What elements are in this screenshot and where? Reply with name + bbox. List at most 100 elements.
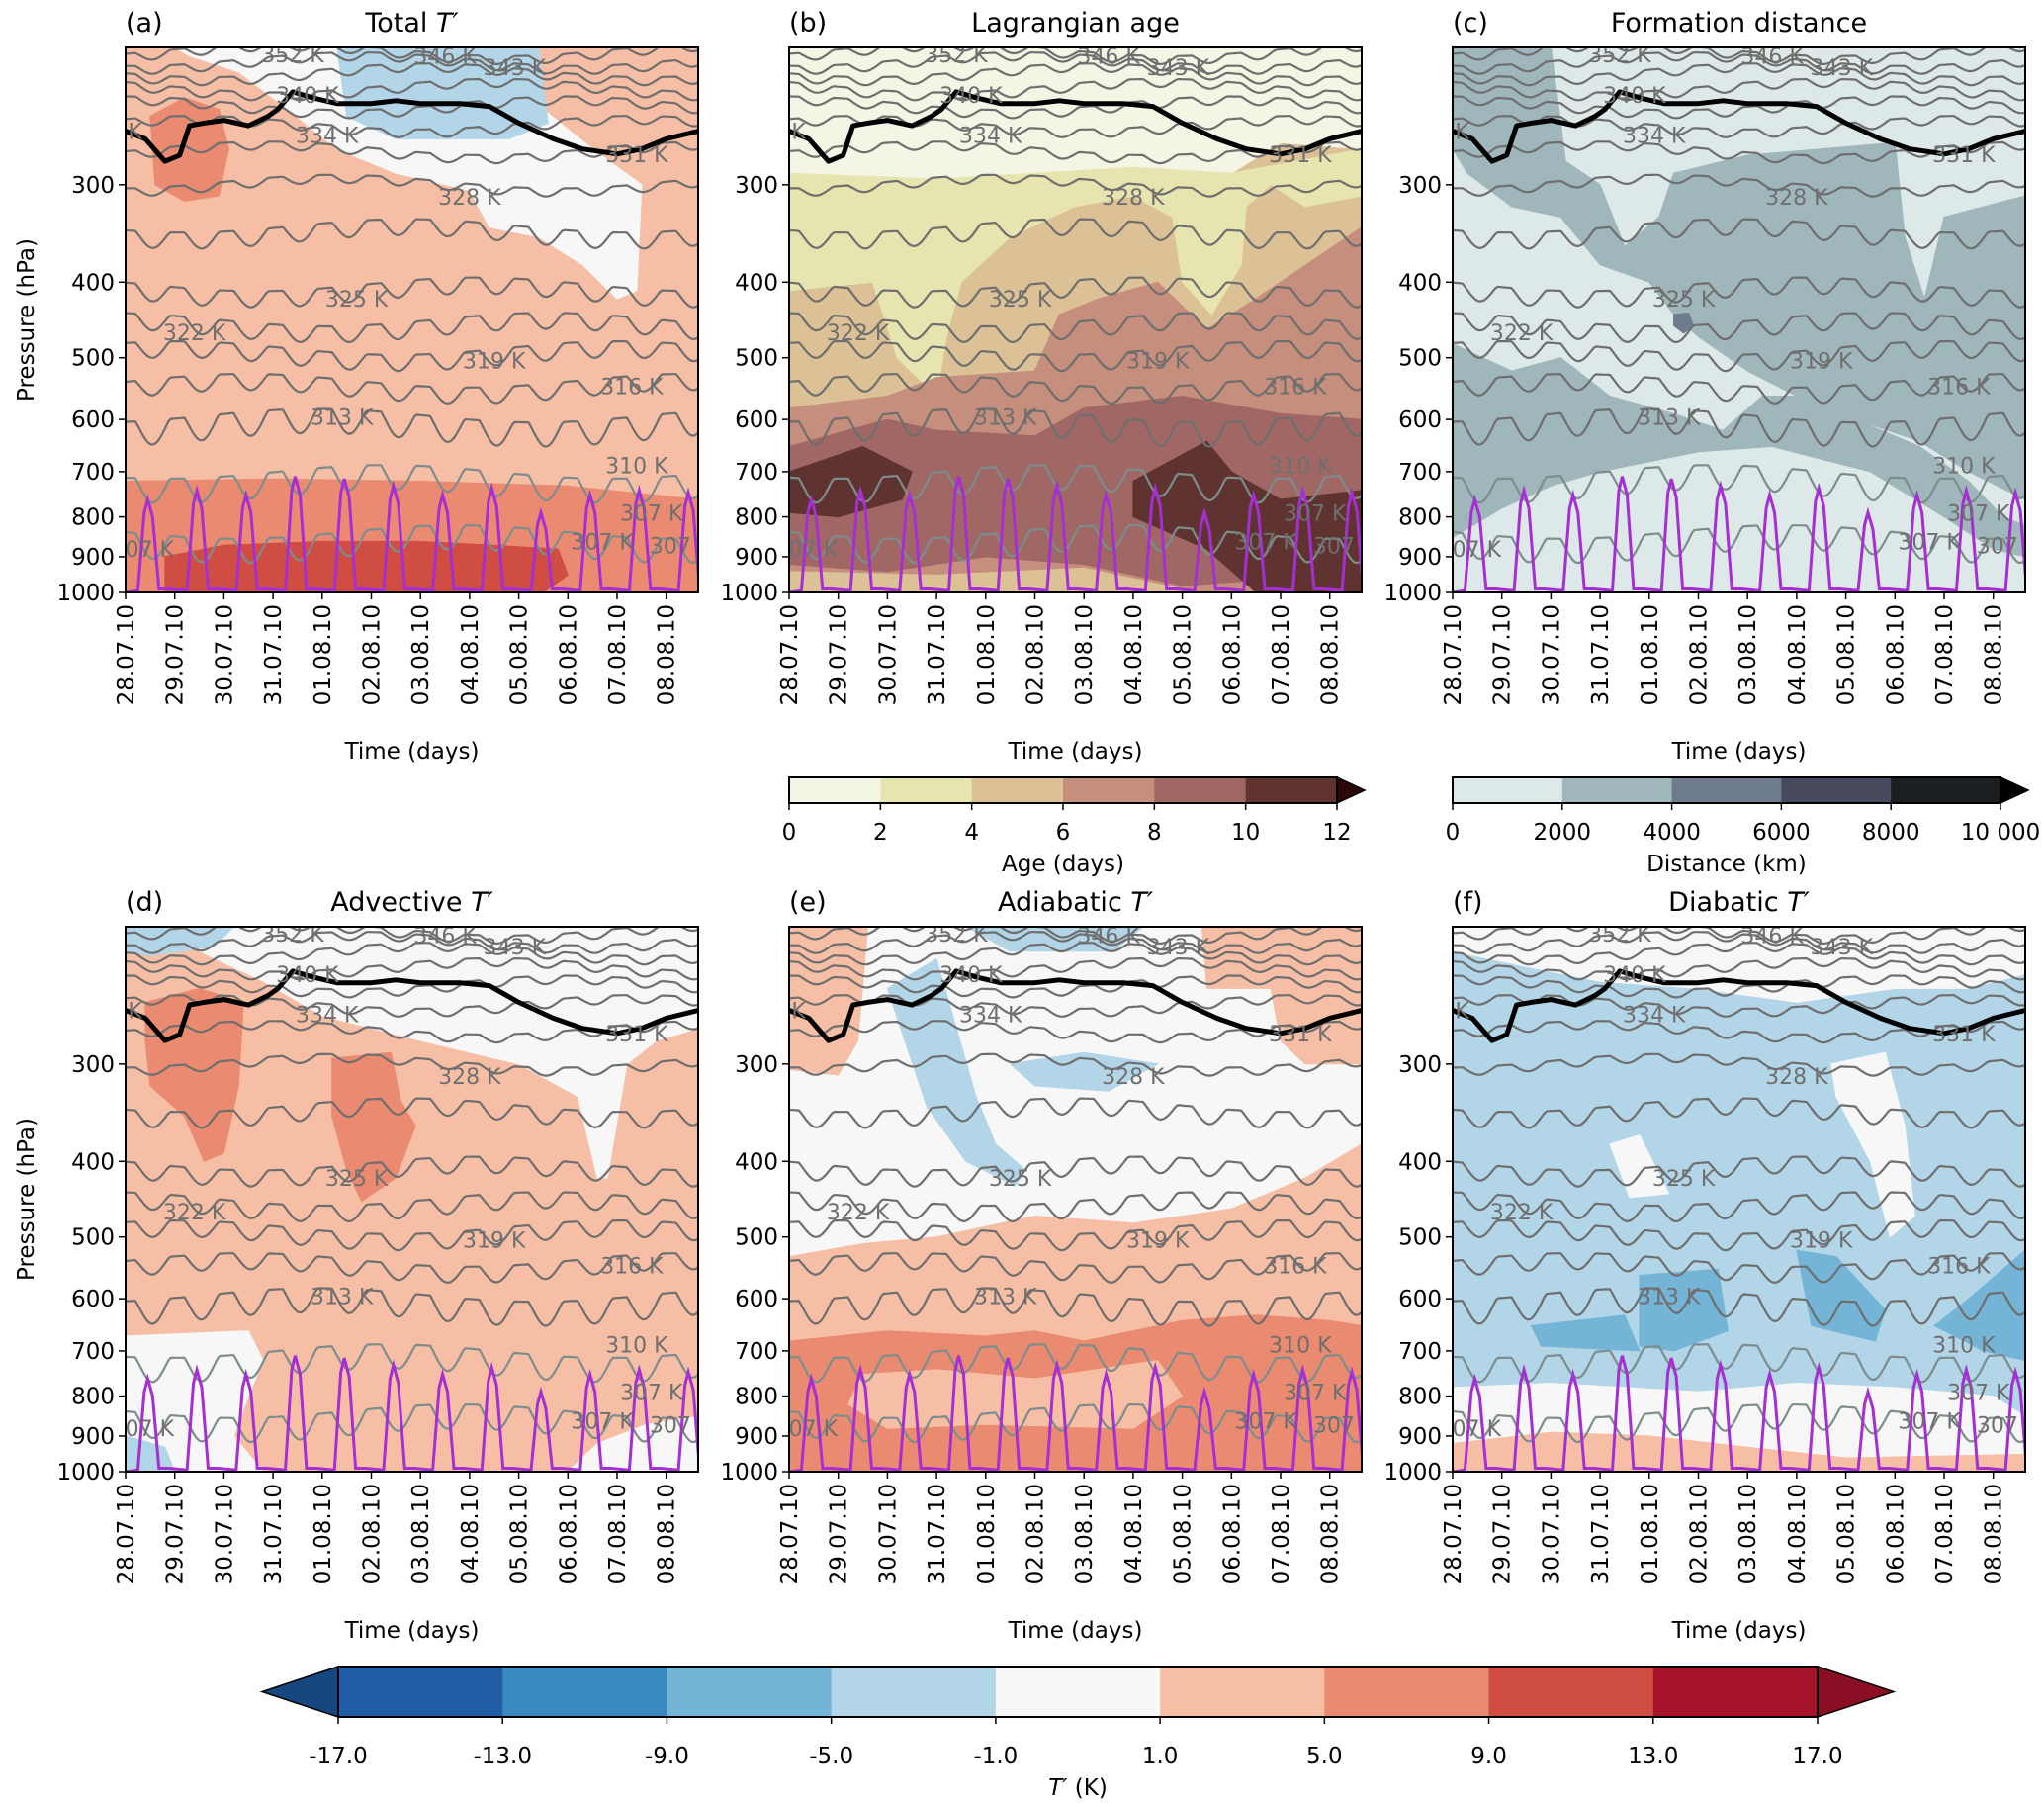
- x-tick-label: 08.08.10: [1982, 604, 2007, 705]
- tropopause-line: [1453, 89, 2025, 164]
- isentrope-label: 334 K: [296, 1004, 359, 1029]
- isentrope-label: 352 K: [261, 923, 324, 947]
- isentrope-line: [1453, 1155, 2025, 1188]
- colorbar-swatch: [1891, 777, 2001, 803]
- isentrope-line: [1453, 1402, 2025, 1444]
- isentrope-label: 331 K: [1932, 143, 1996, 168]
- isentrope-line: [126, 1052, 698, 1077]
- isentrope-line: [126, 115, 698, 138]
- contour-region: [789, 927, 869, 1076]
- colorbar-tick-label: 8000: [1862, 820, 1920, 846]
- isentrope-label: 319 K: [1790, 1228, 1853, 1253]
- isentrope-label: 307 K: [650, 534, 713, 559]
- panel-label: (a): [126, 8, 163, 39]
- x-tick-label: 28.07.10: [114, 1484, 139, 1584]
- colorbar-swatch: [502, 1667, 667, 1717]
- isentrope-label: 313 K: [311, 1285, 374, 1309]
- isentrope-label: 328 K: [1765, 1065, 1828, 1090]
- boundary-layer-line: [789, 476, 1362, 592]
- y-tick-label: 400: [1398, 1149, 1442, 1175]
- isentrope-line: [1453, 78, 2025, 102]
- y-tick-label: 800: [735, 505, 778, 531]
- isentrope-label: 310 K: [1932, 454, 1996, 479]
- colorbar-swatch: [1160, 1667, 1325, 1717]
- isentrope-label: 319 K: [1126, 349, 1190, 374]
- isentrope-label: 307 K: [571, 530, 634, 555]
- isentrope-label: 334 K: [296, 125, 359, 149]
- isentrope-label: 334 K: [1623, 1004, 1686, 1029]
- isentrope-label: 313 K: [1638, 1285, 1701, 1309]
- y-tick-label: 700: [1398, 460, 1442, 486]
- x-tick-label: 28.07.10: [1441, 604, 1466, 705]
- axes-frame: [788, 46, 1363, 593]
- isentrope-line: [126, 464, 698, 504]
- colorbar-tick-label: 6: [1056, 820, 1071, 846]
- y-tick-label: 600: [735, 407, 778, 433]
- isentrope-label: 307 K: [1977, 1413, 2040, 1438]
- isentrope-label: 310 K: [1932, 1333, 1996, 1358]
- x-axis-label: Time (days): [1671, 739, 1807, 765]
- isentrope-label: 346 K: [413, 924, 477, 948]
- y-tick-label: 700: [71, 1339, 115, 1365]
- plot-area: 352 K 346 K 343 K 340 K 337 K 334 K 331 K 328 K…: [1453, 927, 2040, 1472]
- plot-area: 352 K 346 K 343 K 340 K 337 K 334 K 331 K 328 K…: [1406, 47, 2025, 592]
- y-tick-label: 1000: [720, 581, 778, 606]
- y-tick-label: 1000: [720, 1460, 778, 1486]
- y-axis-label: Pressure (hPa): [14, 1118, 40, 1281]
- isentrope-line: [789, 1155, 1362, 1188]
- isentrope-label: 328 K: [438, 186, 501, 211]
- isentrope-label: 325 K: [1652, 1167, 1716, 1192]
- y-tick-label: 300: [71, 173, 115, 199]
- y-tick-label: 300: [735, 173, 778, 199]
- isentrope-line: [126, 47, 698, 66]
- colorbar-tick-label: 0: [1446, 820, 1461, 846]
- colorbar-swatch: [1154, 777, 1247, 803]
- panel-d: 352 K 346 K 343 K 340 K 337 K 334 K 331 K 328 K…: [14, 887, 699, 1644]
- isentrope-label: 337 K: [1406, 121, 1469, 145]
- tropopause-line: [789, 89, 1362, 164]
- x-tick-label: 03.08.10: [1735, 1484, 1761, 1584]
- x-tick-label: 01.08.10: [311, 604, 336, 705]
- y-tick-label: 500: [71, 1225, 115, 1251]
- isentrope-line: [126, 1402, 698, 1444]
- colorbar-tick-label: 6000: [1752, 820, 1811, 846]
- x-tick-label: 02.08.10: [1686, 604, 1712, 705]
- y-tick-label: 800: [71, 1385, 115, 1410]
- x-tick-label: 05.08.10: [507, 1484, 533, 1584]
- isentrope-label: 325 K: [989, 288, 1052, 313]
- y-tick-label: 500: [71, 346, 115, 372]
- x-tick-label: 31.07.10: [925, 1484, 950, 1584]
- y-tick-label: 300: [1398, 173, 1442, 199]
- isentrope-line: [789, 927, 1362, 946]
- plot-area: 352 K 346 K 343 K 340 K 337 K 334 K 331 K 328 K…: [789, 47, 1362, 592]
- isentrope-label: 352 K: [925, 923, 988, 947]
- x-tick-label: 05.08.10: [507, 604, 533, 705]
- isentrope-label: 307 K: [112, 1417, 175, 1442]
- x-tick-label: 31.07.10: [261, 1484, 287, 1584]
- colorbar-swatch: [667, 1667, 833, 1717]
- colorbar-tick-label: 9.0: [1470, 1744, 1507, 1769]
- isentrope-label: 340 K: [939, 963, 1003, 988]
- isentrope-line: [1453, 974, 2025, 999]
- isentrope-line: [789, 407, 1362, 448]
- colorbar-swatch: [1245, 777, 1338, 803]
- panel-title: Diabatic T′: [1668, 887, 1810, 918]
- x-tick-label: 06.08.10: [1219, 1484, 1245, 1584]
- y-tick-label: 800: [735, 1385, 778, 1410]
- contour-region: [1453, 343, 2025, 558]
- contour-region: [1639, 1268, 1729, 1352]
- isentrope-line: [126, 173, 698, 198]
- x-tick-label: 04.08.10: [1785, 1484, 1811, 1584]
- isentrope-line: [126, 927, 698, 946]
- y-tick-label: 500: [735, 346, 778, 372]
- colorbar-swatch: [1488, 1667, 1654, 1717]
- x-tick-label: 29.07.10: [827, 604, 852, 705]
- isentrope-line: [789, 957, 1362, 981]
- isentrope-line: [789, 47, 1362, 66]
- isentrope-label: 325 K: [325, 1167, 389, 1192]
- x-tick-label: 05.08.10: [1171, 604, 1197, 705]
- x-axis-label: Time (days): [1671, 1618, 1807, 1644]
- panel-title: Adiabatic T′: [998, 887, 1153, 918]
- plot-area: 352 K 346 K 343 K 340 K 337 K 334 K 331 K 328 K…: [112, 923, 698, 1472]
- x-tick-label: 04.08.10: [1121, 604, 1147, 705]
